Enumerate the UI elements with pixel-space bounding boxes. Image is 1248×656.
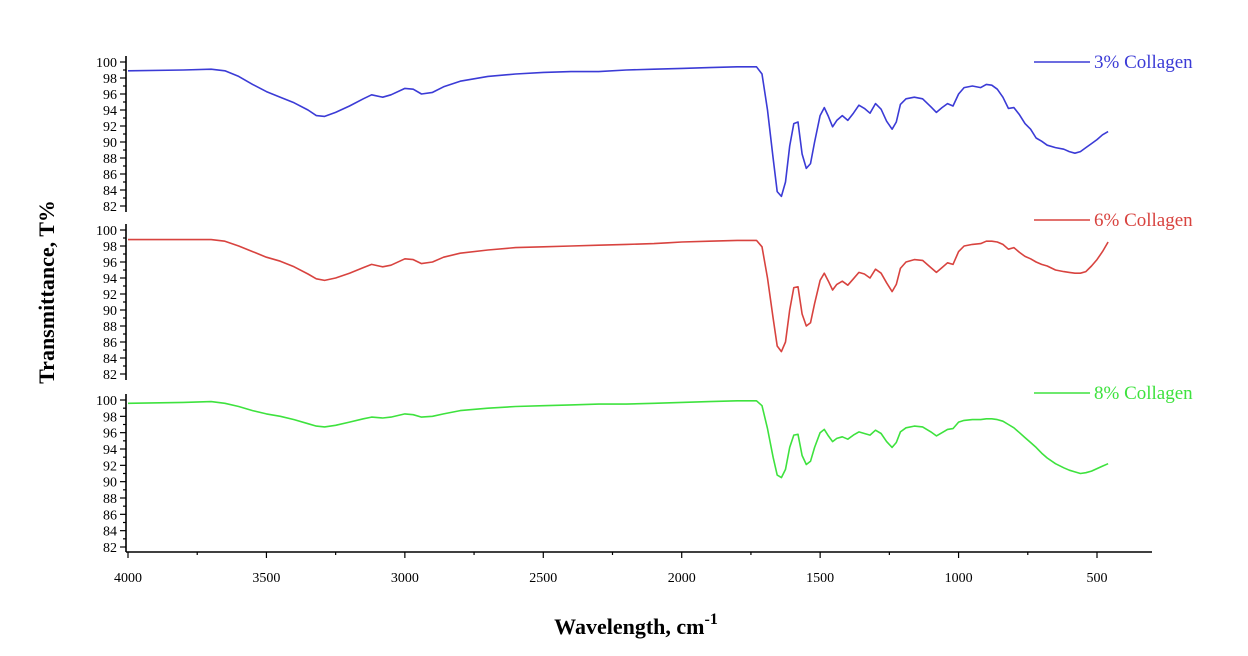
y-tick-label: 100: [96, 394, 117, 409]
y-tick-label: 100: [96, 224, 117, 239]
y-tick-label: 82: [103, 200, 117, 215]
y-tick-label: 86: [103, 336, 117, 351]
x-axis-title: Wavelength, cm-1: [554, 611, 718, 639]
legend-label: 3% Collagen: [1094, 52, 1193, 73]
y-tick-label: 92: [103, 120, 117, 135]
x-tick-label: 2000: [668, 571, 696, 586]
y-tick-label: 94: [103, 272, 117, 287]
y-tick-label: 90: [103, 304, 117, 319]
y-tick-label: 96: [103, 427, 117, 442]
y-tick-label: 100: [96, 56, 117, 71]
legend-item-2: 6% Collagen: [1034, 210, 1193, 231]
x-tick-label: 3000: [391, 571, 419, 586]
y-tick-label: 84: [103, 184, 117, 199]
y-tick-label: 82: [103, 368, 117, 383]
x-tick-label: 500: [1087, 571, 1108, 586]
y-tick-label: 86: [103, 508, 117, 523]
y-tick-label: 88: [103, 320, 117, 335]
legend-label: 8% Collagen: [1094, 383, 1193, 404]
y-tick-label: 92: [103, 288, 117, 303]
x-axis-title-superscript: -1: [705, 611, 718, 628]
y-tick-label: 92: [103, 459, 117, 474]
y-tick-label: 90: [103, 476, 117, 491]
x-tick-label: 2500: [529, 571, 557, 586]
series-line-3: [127, 400, 1109, 479]
y-tick-label: 82: [103, 541, 117, 556]
y-tick-label: 88: [103, 492, 117, 507]
y-tick-label: 94: [103, 104, 117, 119]
x-tick-label: 1000: [945, 571, 973, 586]
x-axis-title-text: Wavelength, cm: [554, 614, 704, 639]
y-tick-label: 96: [103, 88, 117, 103]
y-tick-label: 98: [103, 72, 117, 87]
series-line-2: [128, 238, 1109, 353]
y-tick-label: 96: [103, 256, 117, 271]
series-line-1: [127, 66, 1109, 198]
x-tick-label: 3500: [252, 571, 280, 586]
y-tick-label: 88: [103, 152, 117, 167]
y-axis-title: Transmittance, T%: [34, 200, 59, 384]
y-tick-label: 86: [103, 168, 117, 183]
legend-item-1: 3% Collagen: [1034, 52, 1193, 73]
y-tick-label: 98: [103, 240, 117, 255]
y-tick-label: 98: [103, 410, 117, 425]
x-axis: 4000 3500 3000 2500 2000 1500 1000 500: [114, 551, 1152, 586]
x-tick-label: 1500: [806, 571, 834, 586]
y-tick-label: 90: [103, 136, 117, 151]
y-tick-label: 84: [103, 525, 117, 540]
y-tick-label: 84: [103, 352, 117, 367]
x-tick-label: 4000: [114, 571, 142, 586]
y-tick-label: 94: [103, 443, 117, 458]
legend-item-3: 8% Collagen: [1034, 383, 1193, 404]
legend-label: 6% Collagen: [1094, 210, 1193, 231]
